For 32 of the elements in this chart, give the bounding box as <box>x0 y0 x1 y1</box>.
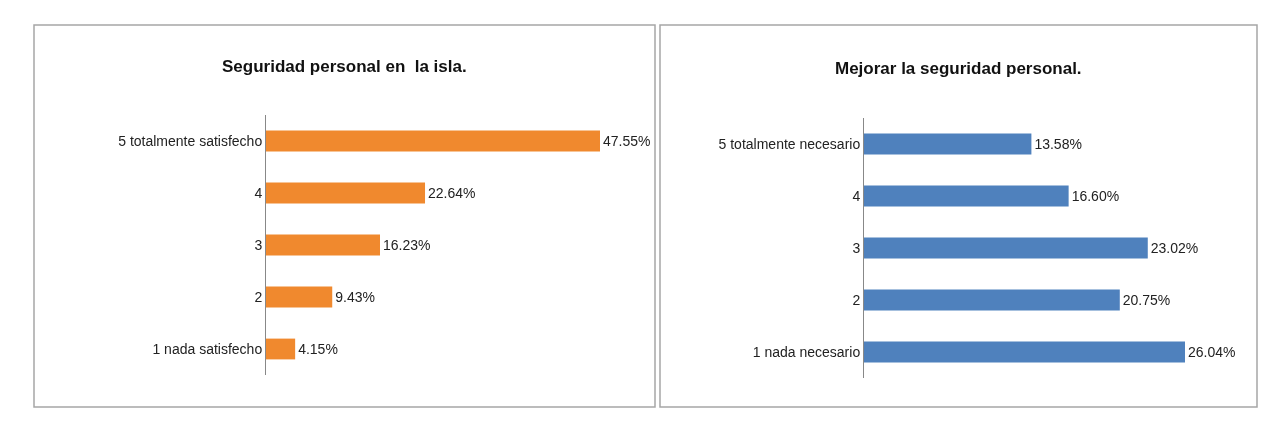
y-tick-label: 4 <box>254 184 263 201</box>
bar <box>864 237 1148 259</box>
bar <box>266 338 296 360</box>
bar <box>864 185 1069 207</box>
bar <box>864 133 1032 155</box>
data-label: 13.58% <box>1034 136 1082 152</box>
data-label: 20.75% <box>1122 292 1171 308</box>
y-tick-label: 3 <box>254 236 263 253</box>
y-tick-label: 5 totalmente necesario <box>718 135 861 152</box>
y-tick-label: 3 <box>852 239 861 256</box>
bar <box>266 130 600 152</box>
y-tick-label: 1 nada satisfecho <box>152 340 263 357</box>
bar <box>864 289 1120 311</box>
y-tick-label: 5 totalmente satisfecho <box>118 132 263 149</box>
bar <box>864 341 1185 363</box>
y-tick-label: 4 <box>852 187 861 204</box>
data-label: 23.02% <box>1150 240 1199 256</box>
chart-title: Seguridad personal en la isla. <box>222 57 467 76</box>
chart-title: Mejorar la seguridad personal. <box>835 59 1082 78</box>
data-label: 16.60% <box>1071 188 1120 204</box>
bar <box>266 286 333 308</box>
data-label: 16.23% <box>383 237 431 253</box>
y-tick-label: 1 nada necesario <box>752 343 861 360</box>
data-label: 47.55% <box>603 133 651 149</box>
y-tick-label: 2 <box>852 291 861 308</box>
bar <box>266 182 426 204</box>
bar <box>266 234 380 256</box>
data-label: 22.64% <box>428 185 476 201</box>
data-label: 26.04% <box>1188 344 1236 360</box>
data-label: 9.43% <box>335 289 375 305</box>
data-label: 4.15% <box>298 341 338 357</box>
y-tick-label: 2 <box>254 288 263 305</box>
